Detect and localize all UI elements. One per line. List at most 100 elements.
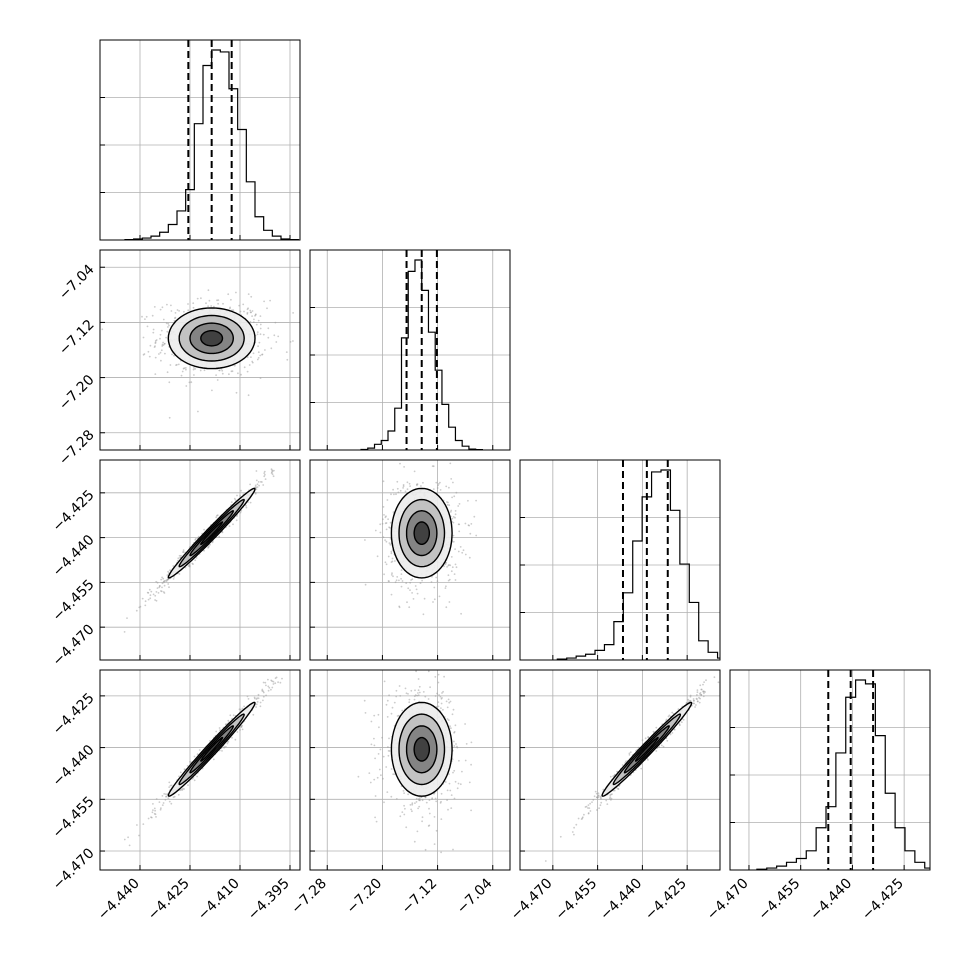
sample-point bbox=[240, 509, 243, 512]
sample-point bbox=[184, 367, 187, 369]
sample-point bbox=[412, 598, 415, 600]
sample-point bbox=[453, 797, 456, 800]
sample-point bbox=[256, 358, 259, 361]
sample-point bbox=[702, 695, 705, 698]
sample-point bbox=[446, 789, 449, 792]
sample-point bbox=[575, 823, 578, 826]
sample-point bbox=[161, 586, 163, 589]
sample-point bbox=[161, 576, 164, 579]
sample-point bbox=[197, 410, 199, 413]
sample-point bbox=[141, 315, 143, 318]
sample-point bbox=[413, 470, 416, 473]
sample-point bbox=[422, 613, 425, 616]
sample-point bbox=[390, 768, 393, 770]
sample-point bbox=[164, 793, 167, 795]
sample-point bbox=[637, 746, 640, 749]
sample-point bbox=[422, 691, 425, 693]
sample-point bbox=[453, 745, 456, 747]
sample-point bbox=[279, 681, 282, 684]
sample-point bbox=[450, 727, 452, 730]
sample-point bbox=[589, 802, 591, 805]
sample-point bbox=[257, 481, 260, 483]
sample-point bbox=[449, 700, 452, 703]
sample-point bbox=[172, 578, 175, 580]
sample-point bbox=[577, 817, 580, 820]
sample-point bbox=[436, 487, 439, 489]
sample-point bbox=[167, 570, 170, 573]
sample-point bbox=[155, 798, 158, 800]
x-tick-label: −4.455 bbox=[552, 876, 600, 924]
sample-point bbox=[454, 513, 457, 516]
sample-point bbox=[190, 381, 193, 384]
scatter-panel-1-2 bbox=[309, 459, 511, 661]
scatter-panel-0-2 bbox=[99, 459, 301, 661]
sample-point bbox=[435, 481, 438, 484]
sample-point bbox=[617, 788, 620, 790]
sample-point bbox=[196, 753, 199, 756]
sample-point bbox=[689, 700, 691, 702]
sample-point bbox=[398, 685, 401, 687]
sample-point bbox=[188, 381, 191, 384]
sample-point bbox=[247, 698, 250, 700]
sample-point bbox=[187, 309, 190, 312]
sample-point bbox=[447, 719, 450, 721]
sample-point bbox=[413, 840, 416, 843]
sample-point bbox=[436, 692, 438, 695]
sample-point bbox=[385, 563, 388, 566]
sample-point bbox=[703, 681, 705, 683]
sample-point bbox=[693, 702, 696, 705]
sample-point bbox=[591, 801, 593, 803]
sample-point bbox=[255, 703, 258, 706]
sample-point bbox=[196, 297, 199, 300]
sample-point bbox=[267, 678, 269, 681]
sample-point bbox=[457, 505, 460, 507]
sample-point bbox=[159, 351, 162, 354]
sample-point bbox=[450, 478, 453, 480]
sample-point bbox=[160, 807, 162, 810]
sample-point bbox=[428, 799, 431, 801]
sample-point bbox=[428, 812, 431, 815]
sample-point bbox=[587, 807, 589, 809]
sample-point bbox=[451, 496, 453, 499]
sample-point bbox=[454, 780, 457, 783]
sample-point bbox=[392, 575, 394, 578]
sample-point bbox=[168, 324, 170, 327]
sample-point bbox=[167, 326, 169, 328]
sample-point bbox=[394, 560, 396, 562]
sample-point bbox=[689, 695, 692, 698]
sample-point bbox=[257, 357, 260, 359]
sample-point bbox=[161, 795, 164, 797]
sample-point bbox=[408, 698, 411, 701]
sample-point bbox=[434, 676, 437, 678]
sample-point bbox=[178, 573, 181, 575]
sample-point bbox=[180, 374, 183, 377]
sample-point bbox=[246, 356, 249, 359]
sample-point bbox=[155, 591, 158, 593]
sample-point bbox=[240, 489, 243, 492]
sample-point bbox=[155, 339, 158, 341]
sample-point bbox=[451, 713, 454, 716]
sample-point bbox=[197, 535, 200, 538]
sample-point bbox=[595, 792, 598, 795]
sample-point bbox=[151, 314, 154, 317]
sample-point bbox=[385, 766, 388, 768]
sample-point bbox=[174, 312, 177, 314]
sample-point bbox=[396, 480, 399, 483]
sample-point bbox=[609, 797, 611, 800]
sample-point bbox=[216, 379, 219, 381]
sample-point bbox=[101, 328, 104, 331]
sample-point bbox=[456, 746, 459, 749]
sample-point bbox=[273, 334, 276, 337]
sample-point bbox=[168, 800, 171, 803]
sample-point bbox=[416, 694, 419, 697]
sample-point bbox=[193, 779, 196, 782]
sample-point bbox=[404, 687, 407, 690]
sample-point bbox=[239, 729, 241, 731]
sample-point bbox=[602, 788, 605, 791]
sample-point bbox=[421, 820, 423, 823]
sample-point bbox=[147, 598, 150, 601]
sample-point bbox=[403, 466, 405, 468]
sample-point bbox=[696, 700, 699, 703]
sample-point bbox=[151, 811, 154, 814]
sample-point bbox=[243, 310, 245, 313]
